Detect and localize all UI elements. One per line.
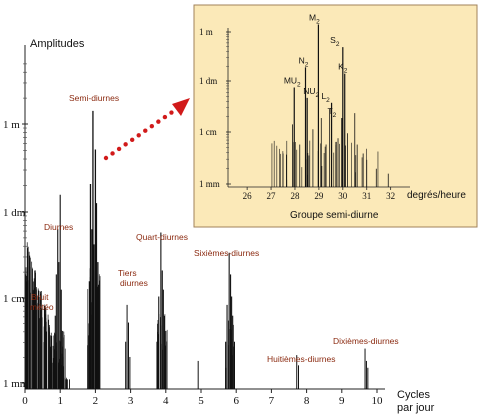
inset-y-ticks: 1 m 1 dm 1 cm 1 mm	[199, 27, 231, 189]
main-y-tick-label: 1 mm	[3, 378, 29, 390]
inset-peak-label: T2	[327, 106, 336, 119]
inset-semi-diurnal-chart: 1 m1 dm1 cm1 mm 26 27 28 29 30 31 32 MU2N2NU2M…	[193, 4, 478, 228]
inset-title: Groupe semi-diurne	[290, 210, 379, 221]
arrow-dot	[110, 151, 115, 156]
arrow-dot	[123, 142, 128, 147]
inset-background	[193, 4, 478, 228]
main-y-tick-label: 1 dm	[3, 207, 26, 219]
main-x-ticks: 0 1 2 3 4 5 6 7 8 9 10	[22, 389, 383, 407]
band-label-line2: diurnes	[120, 278, 148, 288]
band-label-line2: météo	[30, 302, 54, 312]
x-axis-label-par-jour: par jour	[397, 402, 435, 414]
main-spectrum-lines	[25, 110, 369, 389]
inset-peak-subscript: 2	[336, 41, 340, 48]
main-x-tick-label: 8	[304, 395, 310, 407]
main-x-tick-label: 4	[163, 395, 169, 407]
arrow-dot	[149, 123, 155, 129]
inset-x-tick-label: 26	[243, 191, 253, 201]
arrow-dot	[143, 128, 148, 133]
main-x-tick-label: 2	[93, 395, 99, 407]
band-label: Tiers	[118, 268, 137, 278]
arrow-dot	[116, 146, 122, 152]
inset-x-tick-label: 28	[290, 191, 300, 201]
inset-x-axis-label: degrés/heure	[407, 190, 466, 201]
inset-y-tick-label: 1 m	[199, 27, 213, 37]
inset-y-tick-label: 1 cm	[199, 127, 217, 137]
band-label: Dixièmes-diurnes	[333, 336, 399, 346]
band-label: Semi-diurnes	[69, 93, 119, 103]
main-x-tick-label: 7	[269, 395, 275, 407]
arrow-dot	[162, 114, 168, 120]
zoom-arrow	[103, 98, 190, 161]
y-axis-label: Amplitudes	[30, 38, 85, 50]
arrow-dot	[129, 137, 135, 143]
inset-spectrum-lines	[271, 24, 389, 187]
inset-peak-subscript: 2	[326, 97, 330, 104]
inset-peak-label: M2	[309, 12, 320, 25]
inset-peak-labels: MU2 N2 NU2 M2 L2 T2 S2 K2	[284, 12, 348, 119]
band-label: Sixièmes-diurnes	[194, 248, 259, 258]
band-label: Quart-diurnes	[136, 232, 188, 242]
inset-peak-subscript: 2	[333, 112, 337, 119]
band-label: Diurnes	[44, 222, 73, 232]
inset-y-tick-label: 1 dm	[199, 76, 217, 86]
inset-x-tick-label: 31	[362, 191, 371, 201]
main-x-tick-label: 10	[372, 395, 384, 407]
inset-x-tick-label: 27	[267, 191, 277, 201]
main-y-tick-label: 1 cm	[3, 293, 25, 305]
main-y-tick-label: 1 m	[3, 119, 20, 131]
inset-peak-label: S2	[330, 35, 340, 48]
main-x-tick-label: 3	[128, 395, 134, 407]
main-x-tick-label: 1	[57, 395, 63, 407]
inset-peak-subscript: 2	[297, 82, 301, 89]
arrow-dot	[136, 133, 141, 138]
main-x-tick-label: 0	[22, 395, 28, 407]
main-x-tick-label: 6	[233, 395, 239, 407]
inset-x-ticks: 26 27 28 29 30 31 32	[243, 187, 395, 201]
inset-x-tick-label: 32	[386, 191, 395, 201]
inset-x-tick-label: 29	[314, 191, 324, 201]
band-label: Huitièmes-diurnes	[267, 354, 336, 364]
inset-peak-label: K2	[338, 62, 348, 75]
inset-peak-subscript: 2	[344, 68, 348, 75]
main-x-tick-label: 9	[339, 395, 345, 407]
band-label: Bruit	[31, 292, 49, 302]
main-y-ticks: 1 m 1 dm 1 cm 1 mm	[3, 63, 29, 390]
inset-x-tick-label: 30	[338, 191, 348, 201]
inset-peak-label: NU2	[303, 86, 319, 99]
x-axis-label-cycles: Cycles	[397, 389, 431, 401]
main-x-tick-label: 5	[198, 395, 204, 407]
arrow-dot	[169, 110, 174, 115]
inset-peak-subscript: 2	[316, 18, 320, 25]
inset-y-tick-label: 1 mm	[199, 179, 220, 189]
arrow-head	[172, 98, 190, 116]
arrow-dot	[156, 119, 161, 124]
inset-peak-label: L2	[321, 91, 330, 104]
arrow-dot	[103, 155, 109, 161]
inset-peak-label: MU2	[284, 76, 301, 89]
inset-peak-subscript: 2	[305, 61, 309, 68]
inset-peak-subscript: 2	[315, 92, 319, 99]
inset-peak-label: N2	[299, 55, 309, 68]
